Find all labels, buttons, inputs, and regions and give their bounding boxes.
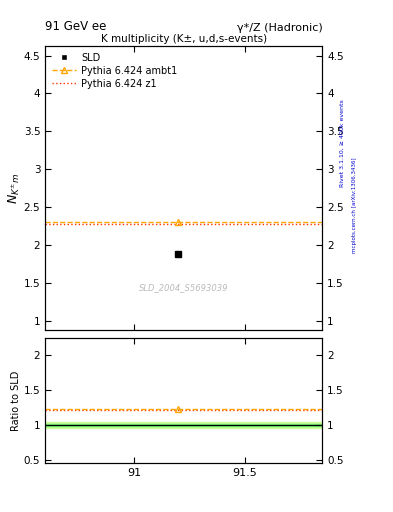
- Text: SLD_2004_S5693039: SLD_2004_S5693039: [139, 283, 228, 292]
- Legend: SLD, Pythia 6.424 ambt1, Pythia 6.424 z1: SLD, Pythia 6.424 ambt1, Pythia 6.424 z1: [50, 51, 179, 91]
- Text: Rivet 3.1.10, ≥ 400k events: Rivet 3.1.10, ≥ 400k events: [340, 99, 345, 187]
- Text: γ*/Z (Hadronic): γ*/Z (Hadronic): [237, 23, 322, 33]
- Bar: [45, 422, 322, 429]
- Y-axis label: Ratio to SLD: Ratio to SLD: [11, 371, 21, 431]
- Y-axis label: $N_{K^{\pm}m}$: $N_{K^{\pm}m}$: [7, 173, 22, 204]
- Text: 91 GeV ee: 91 GeV ee: [45, 20, 107, 33]
- Bar: [45, 424, 322, 426]
- Title: K multiplicity (K±, u,d,s-events): K multiplicity (K±, u,d,s-events): [101, 34, 267, 44]
- Text: mcplots.cern.ch [arXiv:1306.3436]: mcplots.cern.ch [arXiv:1306.3436]: [352, 157, 357, 252]
